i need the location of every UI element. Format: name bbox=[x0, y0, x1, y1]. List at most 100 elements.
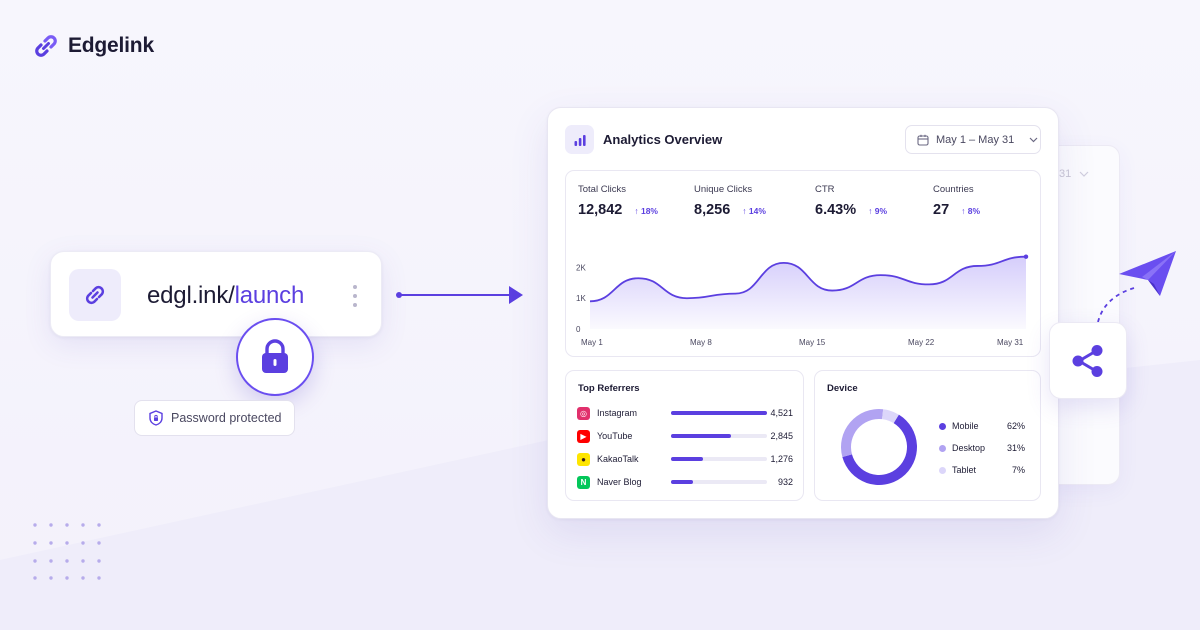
bar-chart-icon bbox=[574, 134, 586, 146]
stat-delta: ↑ 9% bbox=[868, 206, 888, 216]
referrer-bar-track bbox=[671, 480, 767, 484]
legend-percent: 31% bbox=[1006, 443, 1025, 453]
referrer-name: YouTube bbox=[597, 431, 633, 441]
chevron-down-icon bbox=[1029, 137, 1038, 142]
calendar-icon bbox=[917, 134, 929, 146]
link-icon bbox=[85, 285, 105, 305]
chart-x-tick: May 15 bbox=[799, 338, 826, 347]
share-icon bbox=[1072, 344, 1103, 377]
stat-delta: ↑ 14% bbox=[742, 206, 766, 216]
link-slug: launch bbox=[234, 282, 305, 309]
stat-total-clicks: Total Clicks 12,842 ↑ 18% bbox=[578, 184, 658, 218]
referrer-name: KakaoTalk bbox=[597, 454, 639, 464]
referrer-bar-fill bbox=[671, 434, 732, 438]
naver-blog-icon: N bbox=[577, 475, 590, 489]
legend-percent: 62% bbox=[1006, 421, 1025, 431]
background-card-label: 31 bbox=[1059, 168, 1072, 180]
password-protected-badge: Password protected bbox=[134, 400, 295, 436]
device-legend-item: Mobile 62% bbox=[939, 421, 1025, 431]
device-legend-item: Tablet 7% bbox=[939, 465, 1025, 475]
stat-label: CTR bbox=[815, 184, 835, 195]
stat-ctr: CTR 6.43% ↑ 9% bbox=[815, 184, 887, 218]
brand-name: Edgelink bbox=[68, 34, 154, 57]
stats-panel: Total Clicks 12,842 ↑ 18% Unique Clicks 8… bbox=[565, 170, 1041, 357]
flow-arrow bbox=[396, 286, 523, 304]
lock-icon bbox=[262, 339, 288, 373]
stat-value: 12,842 bbox=[578, 202, 623, 218]
device-panel: Device Mobile 62% Desktop 31% Tablet 7% bbox=[814, 370, 1041, 501]
dashboard-icon-box bbox=[565, 125, 594, 154]
referrers-title: Top Referrers bbox=[578, 383, 640, 394]
stat-countries: Countries 27 ↑ 8% bbox=[933, 184, 980, 218]
stat-delta: ↑ 8% bbox=[961, 206, 981, 216]
analytics-dashboard: Analytics Overview May 1 – May 31 Total … bbox=[547, 107, 1059, 519]
background-card-chevron bbox=[1079, 171, 1089, 177]
referrer-name: Naver Blog bbox=[597, 477, 642, 487]
shield-lock-icon bbox=[149, 410, 163, 426]
stat-label: Countries bbox=[933, 184, 974, 195]
more-vertical-icon[interactable] bbox=[353, 285, 357, 307]
referrer-row[interactable]: ◎ Instagram 4,521 bbox=[577, 405, 793, 421]
referrer-row[interactable]: N Naver Blog 932 bbox=[577, 474, 793, 490]
stat-unique-clicks: Unique Clicks 8,256 ↑ 14% bbox=[694, 184, 766, 218]
kakaotalk-icon: ● bbox=[577, 452, 590, 466]
referrer-bar-track bbox=[671, 434, 767, 438]
stat-delta: ↑ 18% bbox=[634, 206, 658, 216]
chart-point bbox=[1023, 254, 1029, 259]
share-button[interactable] bbox=[1049, 322, 1127, 399]
legend-label: Tablet bbox=[952, 465, 977, 475]
referrer-bar-fill bbox=[671, 480, 694, 484]
short-link-url[interactable]: edgl.ink/launch bbox=[147, 282, 304, 310]
referrer-bar-track bbox=[671, 457, 767, 461]
referrer-value: 932 bbox=[777, 477, 793, 487]
dashed-trail bbox=[1097, 287, 1135, 323]
chart-x-tick: May 1 bbox=[581, 338, 603, 347]
donut-slice-tablet bbox=[882, 409, 899, 424]
referrer-name: Instagram bbox=[597, 408, 638, 418]
legend-dot bbox=[939, 422, 946, 430]
link-chain-icon bbox=[35, 35, 57, 57]
decorative-dot-grid bbox=[33, 523, 101, 580]
chart-series-line bbox=[589, 255, 1027, 303]
referrer-row[interactable]: ● KakaoTalk 1,276 bbox=[577, 451, 793, 467]
referrer-bar-track bbox=[671, 411, 767, 415]
short-link-card[interactable]: edgl.ink/launch bbox=[50, 251, 382, 337]
referrer-value: 4,521 bbox=[770, 408, 793, 418]
legend-percent: 7% bbox=[1011, 465, 1025, 475]
legend-label: Mobile bbox=[952, 421, 979, 431]
referrer-value: 2,845 bbox=[770, 431, 793, 441]
dashboard-title: Analytics Overview bbox=[603, 132, 723, 147]
stat-label: Unique Clicks bbox=[694, 184, 753, 195]
date-range-picker[interactable]: May 1 – May 31 bbox=[905, 125, 1041, 154]
chart-y-tick: 1K bbox=[576, 294, 586, 303]
chart-x-tick: May 31 bbox=[997, 338, 1024, 347]
instagram-icon: ◎ bbox=[577, 406, 590, 420]
device-legend-item: Desktop 31% bbox=[939, 443, 1025, 453]
stat-value: 8,256 bbox=[694, 202, 731, 218]
donut-slice-desktop bbox=[841, 409, 884, 458]
password-protected-label: Password protected bbox=[171, 411, 282, 425]
link-icon-box bbox=[69, 269, 121, 321]
device-title: Device bbox=[827, 383, 858, 394]
referrer-value: 1,276 bbox=[770, 454, 793, 464]
donut-slice-mobile bbox=[842, 414, 917, 485]
legend-dot bbox=[939, 466, 946, 474]
brand-logo[interactable]: Edgelink bbox=[32, 32, 154, 60]
stat-value: 27 bbox=[933, 202, 950, 218]
chart-y-tick: 0 bbox=[576, 325, 581, 334]
chart-area-fill bbox=[590, 256, 1026, 329]
stat-label: Total Clicks bbox=[578, 184, 627, 195]
device-donut-chart bbox=[841, 409, 917, 485]
legend-dot bbox=[939, 444, 946, 452]
legend-label: Desktop bbox=[952, 443, 986, 453]
stat-value: 6.43% bbox=[815, 202, 857, 218]
referrer-row[interactable]: ▶ YouTube 2,845 bbox=[577, 428, 793, 444]
referrer-bar-fill bbox=[671, 411, 767, 415]
link-domain: edgl.ink/ bbox=[147, 282, 235, 309]
youtube-icon: ▶ bbox=[577, 429, 590, 443]
chart-x-tick: May 22 bbox=[908, 338, 935, 347]
chart-x-tick: May 8 bbox=[690, 338, 712, 347]
top-referrers-panel: Top Referrers ◎ Instagram 4,521 ▶ YouTube 2,8… bbox=[565, 370, 804, 501]
referrer-bar-fill bbox=[671, 457, 703, 461]
chart-y-tick: 2K bbox=[576, 263, 586, 272]
